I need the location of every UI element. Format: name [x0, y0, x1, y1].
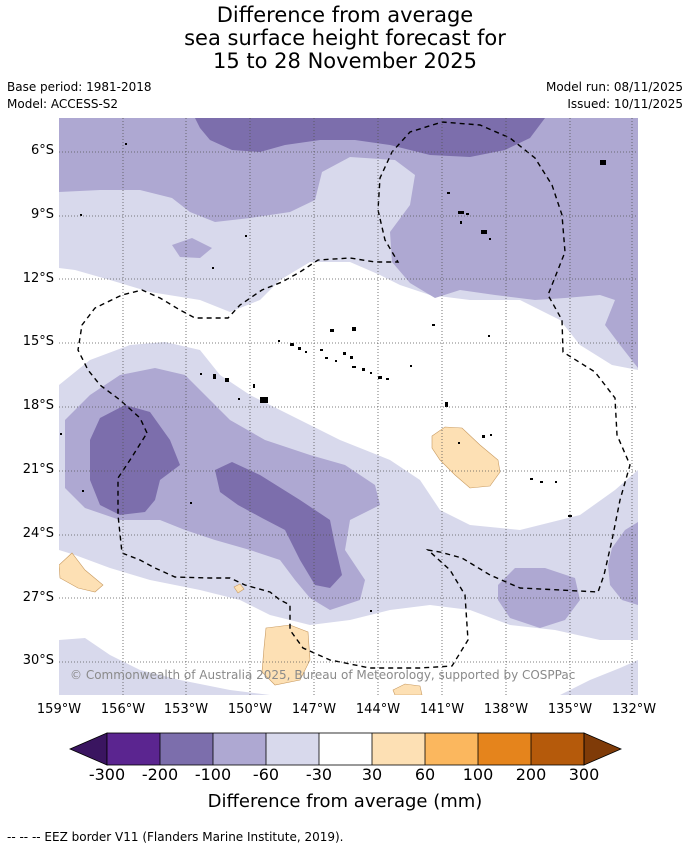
colorbar-tick-label: -100 — [194, 765, 232, 784]
title-line-1: Difference from average — [216, 3, 474, 27]
colorbar-tick-label: -300 — [88, 765, 126, 784]
colorbar-swatch-9 — [531, 733, 584, 765]
chart-title: Difference from average sea surface heig… — [0, 4, 690, 73]
eez-legend-note: -- -- -- EEZ border V11 (Flanders Marine… — [7, 830, 344, 844]
colorbar-swatch-5 — [319, 733, 372, 765]
meta-right: Model run: 08/11/2025 Issued: 10/11/2025 — [546, 79, 683, 113]
issued-date: Issued: 10/11/2025 — [567, 97, 683, 111]
contour-light-southeast — [560, 660, 638, 695]
colorbar-dividers — [159, 733, 532, 765]
colorbar-swatch-1 — [107, 733, 160, 765]
colorbar-swatch-2 — [160, 733, 213, 765]
contour-dark-north — [195, 118, 545, 157]
colorbar-swatch-4 — [266, 733, 319, 765]
lon-label-144w: 144°W — [355, 702, 401, 717]
colorbar-swatch-8 — [478, 733, 531, 765]
colorbar-swatch-6 — [372, 733, 425, 765]
lon-label-135w: 135°W — [547, 702, 593, 717]
positive-patch-4 — [392, 683, 423, 695]
contour-mid-east-edge — [608, 522, 638, 605]
colorbar-tick-label: -60 — [252, 765, 280, 784]
lon-label-153w: 153°W — [163, 702, 209, 717]
copyright-notice: © Commonwealth of Australia 2025, Bureau… — [70, 668, 576, 682]
colorbar-swatch-7 — [425, 733, 478, 765]
positive-patch-2 — [59, 552, 104, 593]
meta-left: Base period: 1981-2018 Model: ACCESS-S2 — [7, 79, 152, 113]
lat-label-18s: 18°S — [22, 398, 54, 413]
positive-patch-5 — [233, 583, 245, 594]
islands — [60, 143, 606, 612]
model-run: Model run: 08/11/2025 — [545, 80, 683, 94]
lon-label-159w: 159°W — [36, 702, 82, 717]
lon-label-138w: 138°W — [483, 702, 529, 717]
colorbar-tick-label: 100 — [462, 765, 494, 784]
lat-label-21s: 21°S — [22, 462, 54, 477]
contour-light-south — [59, 638, 270, 695]
colorbar — [68, 732, 623, 766]
lon-label-141w: 141°W — [419, 702, 465, 717]
anomaly-field — [59, 118, 638, 695]
colorbar-tick-label: -30 — [305, 765, 333, 784]
contour-dark-west — [90, 405, 180, 515]
title-line-2: sea surface height forecast for — [184, 26, 506, 50]
colorbar-outline — [106, 732, 585, 766]
contour-mid-north — [59, 118, 638, 368]
positive-patch-1 — [431, 426, 501, 489]
colorbar-tick-label: -200 — [141, 765, 179, 784]
colorbar-tick-label: 300 — [568, 765, 600, 784]
lat-label-30s: 30°S — [22, 653, 54, 668]
lon-label-132w: 132°W — [611, 702, 657, 717]
colorbar-swatch-3 — [213, 733, 266, 765]
colorbar-extend-max — [583, 732, 623, 766]
lon-label-147w: 147°W — [291, 702, 337, 717]
eez-border-cook-islands — [77, 121, 631, 669]
base-period: Base period: 1981-2018 — [7, 80, 152, 94]
lon-label-156w: 156°W — [100, 702, 146, 717]
colorbar-title: Difference from average (mm) — [207, 791, 483, 812]
contour-dark-band — [215, 462, 342, 588]
lat-label-15s: 15°S — [22, 334, 54, 349]
model-name: Model: ACCESS-S2 — [7, 97, 119, 111]
colorbar-tick-label: 30 — [361, 765, 383, 784]
gridlines — [59, 118, 638, 695]
colorbar-tick-label: 200 — [515, 765, 547, 784]
title-line-3: 15 to 28 November 2025 — [213, 49, 477, 73]
colorbar-tick-label: 60 — [414, 765, 436, 784]
colorbar-extend-min — [68, 732, 108, 766]
lat-label-6s: 6°S — [30, 143, 54, 158]
lat-label-12s: 12°S — [22, 271, 54, 286]
lat-label-9s: 9°S — [30, 207, 54, 222]
lon-label-150w: 150°W — [227, 702, 273, 717]
lat-label-24s: 24°S — [22, 526, 54, 541]
contour-mid-cell — [172, 238, 212, 258]
lat-label-27s: 27°S — [22, 590, 54, 605]
